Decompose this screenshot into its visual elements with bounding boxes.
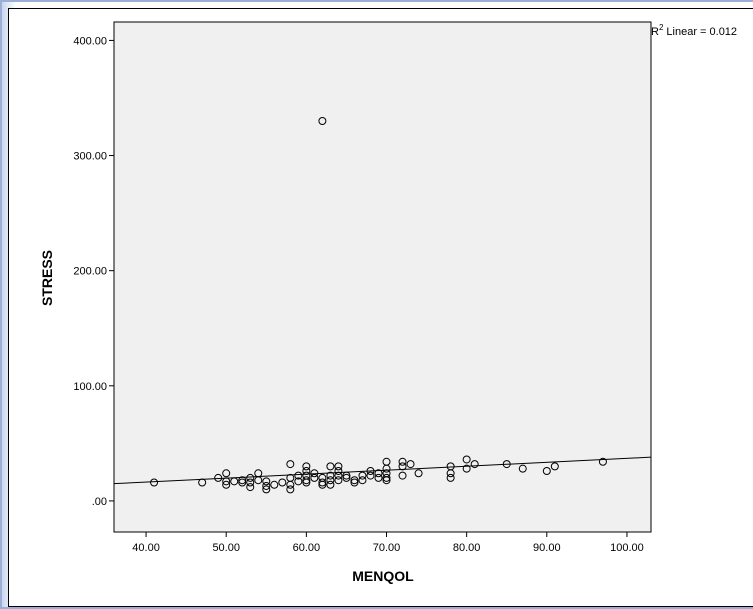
- r2-superscript: 2: [659, 23, 664, 32]
- data-point: [358, 476, 367, 485]
- data-point: [238, 478, 247, 487]
- data-point: [214, 473, 223, 482]
- data-point: [246, 483, 255, 492]
- data-point: [278, 478, 287, 487]
- data-point: [406, 460, 415, 469]
- data-point: [462, 464, 471, 473]
- r2-prefix: R: [651, 26, 659, 38]
- data-point: [398, 457, 407, 466]
- data-point: [374, 473, 383, 482]
- data-point: [334, 462, 343, 471]
- data-point: [262, 481, 271, 490]
- data-point: [286, 485, 295, 494]
- data-point: [358, 471, 367, 480]
- y-tick-label: .00: [92, 496, 107, 508]
- data-point: [542, 466, 551, 475]
- y-tick-label: 100.00: [73, 381, 107, 393]
- data-point: [462, 455, 471, 464]
- data-point: [222, 480, 231, 489]
- data-point: [270, 480, 279, 489]
- x-tick-label: 40.00: [132, 542, 160, 554]
- data-point: [342, 473, 351, 482]
- data-point: [302, 462, 311, 471]
- data-point: [350, 478, 359, 487]
- data-point: [222, 477, 231, 486]
- x-tick-label: 90.00: [533, 542, 561, 554]
- x-tick-label: 80.00: [453, 542, 481, 554]
- x-axis-title: MENQOL: [352, 568, 414, 584]
- data-point: [398, 471, 407, 480]
- data-point: [198, 478, 207, 487]
- data-point: [598, 457, 607, 466]
- y-tick-label: 300.00: [73, 151, 107, 163]
- data-point: [230, 477, 239, 486]
- data-point: [366, 466, 375, 475]
- data-point: [318, 117, 327, 126]
- data-point: [470, 460, 479, 469]
- x-tick-label: 100.00: [610, 542, 644, 554]
- data-point: [262, 485, 271, 494]
- data-point: [326, 471, 335, 480]
- data-point: [342, 471, 351, 480]
- data-point: [446, 473, 455, 482]
- data-point: [150, 478, 159, 487]
- data-point: [502, 460, 511, 469]
- data-points: [150, 117, 607, 494]
- data-point: [222, 469, 231, 478]
- data-point: [254, 476, 263, 485]
- data-point: [446, 469, 455, 478]
- data-point: [294, 477, 303, 486]
- data-point: [334, 466, 343, 475]
- data-point: [286, 460, 295, 469]
- y-tick-label: 200.00: [73, 266, 107, 278]
- data-point: [382, 473, 391, 482]
- data-point: [518, 464, 527, 473]
- data-point: [334, 471, 343, 480]
- data-point: [286, 480, 295, 489]
- r2-value: Linear = 0.012: [666, 26, 737, 38]
- data-point: [238, 476, 247, 485]
- x-tick-label: 50.00: [212, 542, 240, 554]
- r2-label: R2 Linear = 0.012: [651, 23, 737, 38]
- data-point: [262, 477, 271, 486]
- x-tick-label: 60.00: [293, 542, 321, 554]
- data-point: [302, 466, 311, 475]
- data-point: [302, 476, 311, 485]
- data-point: [310, 473, 319, 482]
- data-point: [302, 478, 311, 487]
- plot-area: [113, 21, 652, 533]
- data-point: [398, 462, 407, 471]
- y-axis: .00 100.00 200.00 300.00 400.00: [73, 35, 114, 508]
- data-point: [246, 473, 255, 482]
- data-point: [382, 476, 391, 485]
- data-point: [382, 464, 391, 473]
- data-point: [414, 469, 423, 478]
- y-tick-label: 400.00: [73, 35, 107, 47]
- data-point: [326, 480, 335, 489]
- data-point: [326, 462, 335, 471]
- x-tick-label: 70.00: [373, 542, 401, 554]
- x-axis: 40.00 50.00 60.00 70.00 80.00 90.00 100.00: [132, 532, 644, 554]
- data-point: [374, 469, 383, 478]
- data-point: [334, 476, 343, 485]
- data-point: [246, 478, 255, 487]
- y-axis-title: STRESS: [39, 250, 55, 306]
- data-point: [350, 476, 359, 485]
- data-point: [294, 471, 303, 480]
- data-point: [366, 471, 375, 480]
- data-point: [310, 469, 319, 478]
- data-point: [550, 462, 559, 471]
- data-point: [318, 478, 327, 487]
- data-point: [318, 480, 327, 489]
- data-point: [326, 476, 335, 485]
